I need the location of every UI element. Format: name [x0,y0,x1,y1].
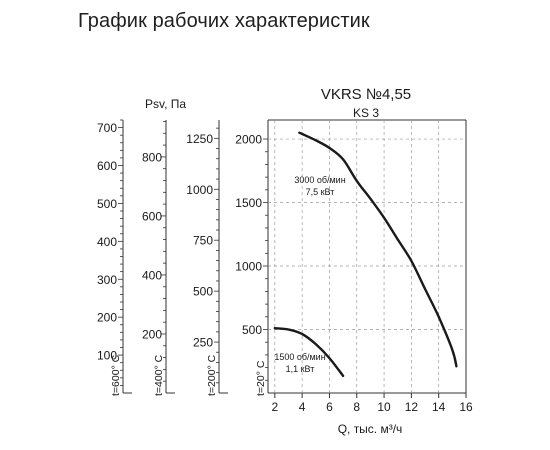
curve-3000rpm [298,131,458,368]
y-axis-label: Psv, Па [145,97,186,111]
x-tick-label: 14 [432,400,446,414]
y-tick-label: 1000 [186,183,213,197]
y-tick-label: 1500 [235,196,262,210]
curve-annotation: 7,5 кВт [306,187,335,197]
y-tick-label: 500 [97,197,117,211]
x-tick-label: 4 [299,400,306,414]
y-tick-label: 500 [193,285,213,299]
y-tick-label: 600 [97,159,117,173]
y-tick-label: 400 [142,268,162,282]
x-tick-label: 6 [326,400,333,414]
x-axis-label: Q, тыс. м³/ч [338,422,403,436]
y-tick-label: 1250 [186,132,213,146]
y-tick-label: 200 [97,311,117,325]
curve-1500rpm [273,327,345,378]
y-tick-label: 200 [142,327,162,341]
y-tick-label: 750 [193,234,213,248]
curve-annotation: 1500 об/мин [274,352,325,362]
chart-title: VKRS №4,55 [321,86,411,103]
y-tick-label: 2000 [235,133,262,147]
y-tick-label: 800 [142,150,162,164]
x-tick-label: 10 [377,400,391,414]
curve-annotation: 3000 об/мин [294,175,345,185]
page-title: График рабочих характеристик [78,10,370,32]
y-tick-label: 700 [97,121,117,135]
plot-area: 2 4 6 8 10 12 14 16 500 1000 1500 2000 t=20° C 250 500… [97,119,473,414]
y-tick-label: 100 [97,349,117,363]
temperature-label: t=20° C [255,360,267,396]
temperature-label: t=600° C [110,354,122,396]
y-tick-label: 400 [97,235,117,249]
y-tick-label: 300 [97,273,117,287]
temperature-label: t=400° C [153,354,165,396]
y-tick-label: 250 [193,336,213,350]
x-tick-label: 2 [271,400,278,414]
x-tick-label: 16 [459,400,473,414]
y-tick-label: 1000 [235,260,262,274]
curve-annotation: 1,1 кВт [286,364,315,374]
x-tick-label: 12 [405,400,419,414]
x-tick-label: 8 [353,400,360,414]
temperature-label: t=200° C [206,354,218,396]
y-tick-label: 500 [242,323,262,337]
chart-subtitle: KS 3 [353,106,379,120]
y-tick-label: 600 [142,209,162,223]
